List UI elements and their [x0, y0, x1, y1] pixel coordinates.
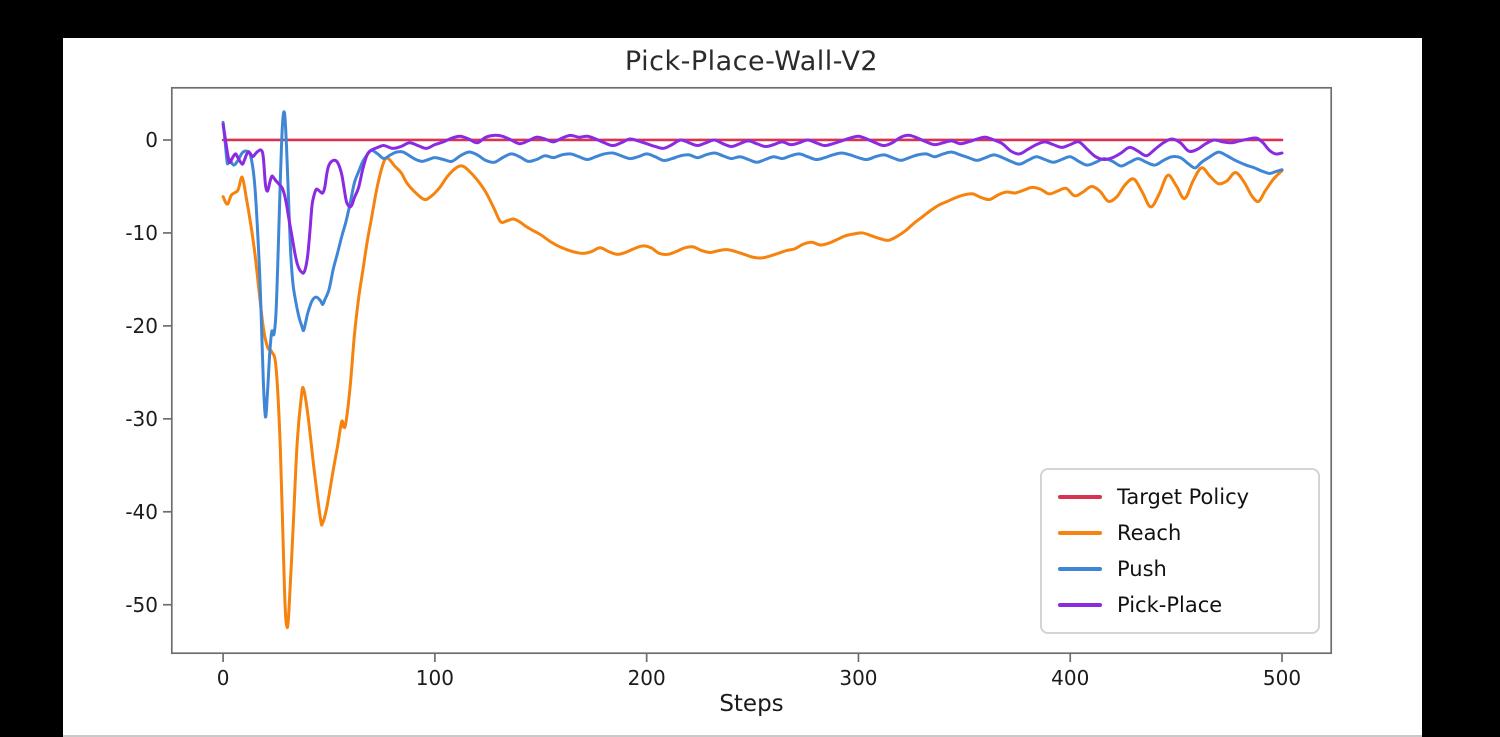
legend-line-swatch	[1058, 603, 1102, 607]
x-tick-label: 300	[839, 666, 878, 690]
legend-label: Reach	[1117, 521, 1182, 545]
x-tick-label: 500	[1262, 666, 1302, 690]
legend-line-swatch	[1058, 495, 1102, 499]
legend-box: Target Policy Reach Push Pick-Place	[1040, 468, 1320, 634]
series-line-pick-place	[221, 122, 1284, 275]
legend-item: Pick-Place	[1058, 593, 1308, 617]
x-axis-label: Steps	[719, 691, 784, 717]
figure-panel: Pick-Place-Wall-V2 0 100 200 300 400 500 0 -10 -…	[63, 38, 1422, 737]
y-tick-label: -20	[125, 313, 158, 338]
x-tick-label: 100	[415, 666, 454, 690]
y-tick-label: 0	[145, 127, 158, 152]
x-tick-label: 400	[1051, 666, 1090, 690]
legend-item: Push	[1058, 557, 1308, 581]
y-tick-label: -10	[125, 220, 158, 245]
x-tick-label: 200	[627, 666, 666, 690]
legend-line-swatch	[1058, 567, 1102, 571]
legend-line-swatch	[1058, 531, 1102, 535]
series-line-push	[221, 110, 1284, 419]
y-tick-label: -40	[125, 499, 158, 524]
x-tick-label: 0	[216, 666, 230, 690]
chart-canvas	[163, 86, 1333, 662]
legend-item: Target Policy	[1058, 485, 1308, 509]
y-tick-label: -50	[125, 592, 158, 617]
panel-bottom-edge	[63, 735, 1422, 737]
legend-item: Reach	[1058, 521, 1308, 545]
chart-title: Pick-Place-Wall-V2	[624, 46, 879, 77]
series-line-reach	[221, 156, 1284, 630]
legend-label: Push	[1117, 557, 1167, 581]
plot-area: 0 100 200 300 400 500 0 -10 -20 -30 -40 -50 Steps T…	[125, 86, 1333, 717]
legend-label: Target Policy	[1117, 485, 1250, 509]
y-tick-label: -30	[125, 406, 158, 431]
axes-spines	[170, 86, 1333, 655]
legend-label: Pick-Place	[1117, 593, 1223, 617]
